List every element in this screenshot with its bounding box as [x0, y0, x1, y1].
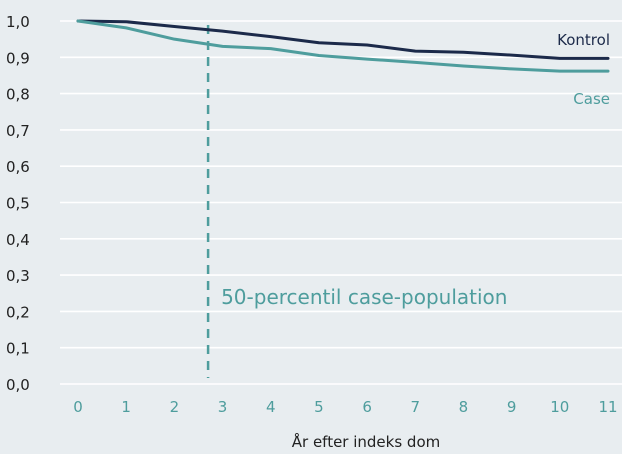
y-tick-label: 0,1 — [6, 340, 30, 358]
x-tick-label: 0 — [73, 398, 83, 416]
series-lines — [76, 19, 610, 73]
y-tick-label: 0,6 — [6, 158, 30, 176]
x-tick-label: 11 — [598, 398, 617, 416]
x-tick-label: 8 — [459, 398, 469, 416]
x-tick-label: 9 — [507, 398, 517, 416]
x-tick-label: 6 — [362, 398, 372, 416]
y-tick-label: 0,5 — [6, 195, 30, 213]
y-tick-label: 0,8 — [6, 86, 30, 104]
y-tick-label: 0,0 — [6, 376, 30, 394]
x-tick-label: 1 — [121, 398, 131, 416]
gridlines — [60, 20, 622, 385]
x-tick-label: 7 — [410, 398, 420, 416]
x-tick-label: 10 — [550, 398, 569, 416]
series-line-kontrol — [76, 19, 610, 60]
x-axis-label: År efter indeks dom — [292, 432, 441, 451]
annotations: 50-percentil case-population — [206, 25, 507, 378]
y-tick-label: 0,9 — [6, 49, 30, 67]
y-tick-label: 0,7 — [6, 122, 30, 140]
x-tick-label: 5 — [314, 398, 324, 416]
x-axis-ticks: 0 1 2 3 4 5 6 7 8 9 10 11 — [73, 398, 617, 416]
median-annotation-label: 50-percentil case-population — [221, 285, 507, 309]
y-tick-label: 0,4 — [6, 231, 30, 249]
series-labels: Kontrol Case — [557, 31, 610, 108]
series-label-kontrol: Kontrol — [557, 31, 610, 49]
y-tick-label: 0,3 — [6, 267, 30, 285]
x-tick-label: 3 — [218, 398, 228, 416]
y-tick-label: 1,0 — [6, 13, 30, 31]
x-tick-label: 4 — [266, 398, 276, 416]
x-tick-label: 2 — [170, 398, 180, 416]
series-label-case: Case — [573, 90, 610, 108]
y-tick-label: 0,2 — [6, 303, 30, 321]
series-line-case — [76, 19, 610, 73]
y-axis-ticks: 0,0 0,1 0,2 0,3 0,4 0,5 0,6 0,7 0,8 0,9 1,0 — [6, 13, 30, 394]
